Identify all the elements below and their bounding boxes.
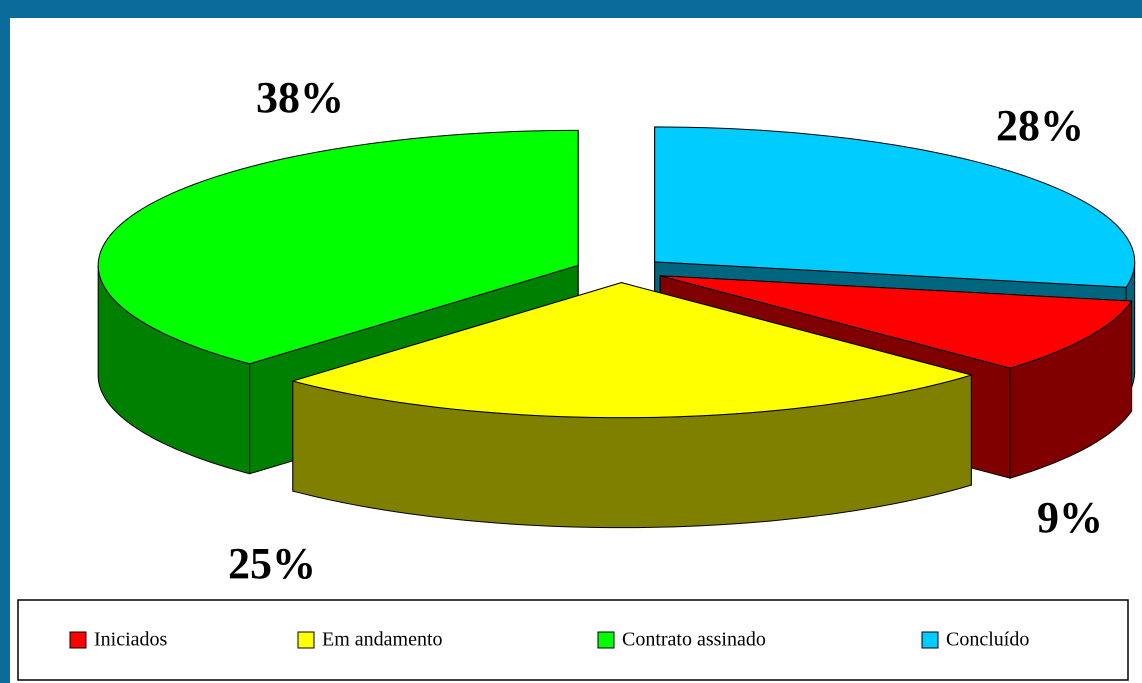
legend-swatch bbox=[297, 631, 315, 649]
slice-top bbox=[290, 282, 974, 419]
data-label: 38% bbox=[256, 73, 344, 122]
legend-label: Iniciados bbox=[94, 629, 168, 651]
legend-label: Concluído bbox=[946, 629, 1029, 651]
data-label: 28% bbox=[996, 101, 1084, 150]
slice-top bbox=[659, 275, 1133, 369]
legend-swatch bbox=[597, 631, 615, 649]
slice bbox=[290, 281, 974, 529]
slice-top bbox=[654, 126, 1136, 288]
data-label: 9% bbox=[1037, 493, 1103, 542]
data-label: 25% bbox=[228, 539, 316, 588]
legend-swatch bbox=[69, 631, 87, 649]
legend-label: Contrato assinado bbox=[622, 629, 766, 651]
legend-box bbox=[17, 599, 1129, 681]
legend-swatch bbox=[921, 631, 939, 649]
slice-top bbox=[97, 129, 579, 365]
legend-label: Em andamento bbox=[322, 629, 443, 651]
